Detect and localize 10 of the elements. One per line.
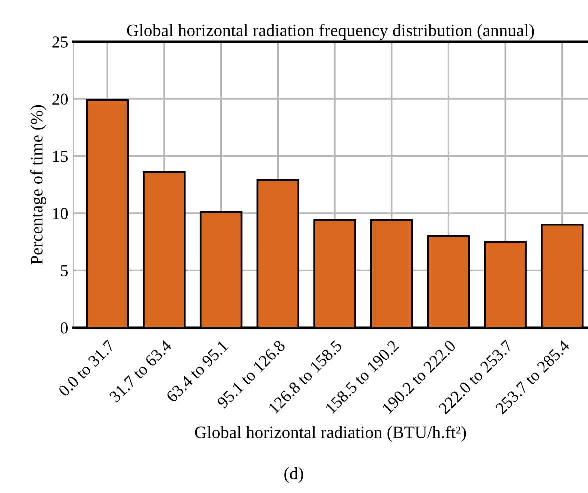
y-tick-label: 20 bbox=[52, 94, 68, 106]
y-tick-label: 10 bbox=[53, 208, 68, 220]
y-tick-label: 5 bbox=[61, 266, 68, 277]
chart-title: Global horizontal radiation frequency distribution (annual) bbox=[127, 24, 534, 40]
y-tick-label: 15 bbox=[53, 151, 68, 162]
y-tick-label: 25 bbox=[52, 36, 68, 48]
y-axis-title: Percentage of time (%) bbox=[30, 105, 46, 265]
y-tick-label: 0 bbox=[60, 322, 68, 334]
x-axis-title: Global horizontal radiation (BTU/h.ft²) bbox=[195, 426, 466, 442]
text: (d) bbox=[284, 467, 304, 484]
